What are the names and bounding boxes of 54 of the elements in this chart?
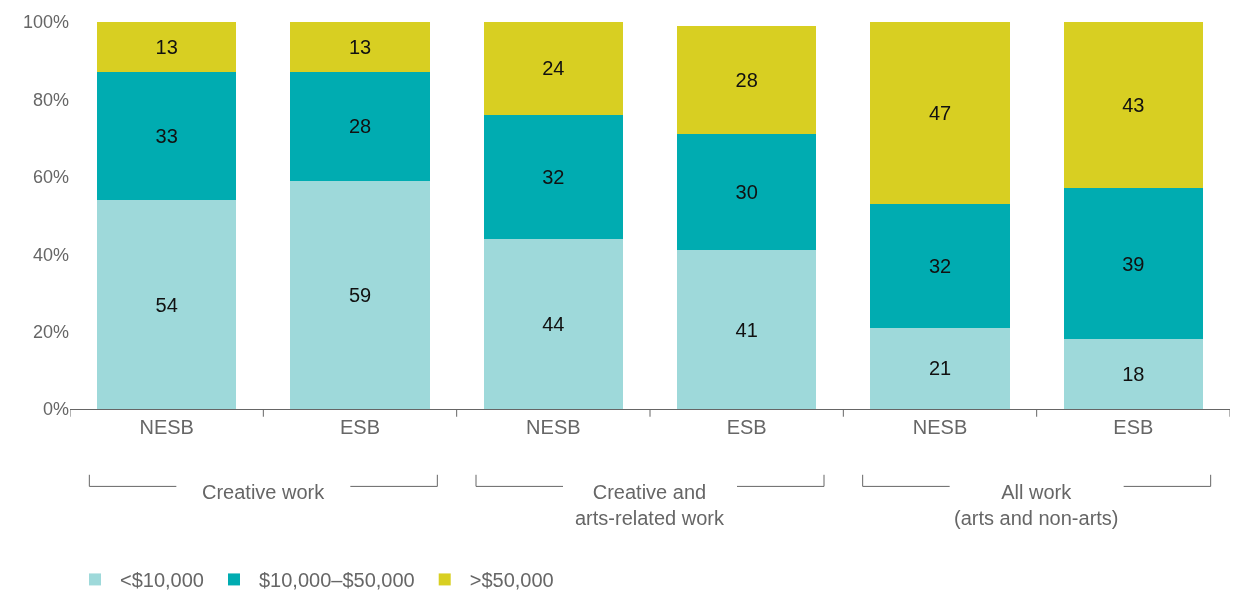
data-label: 59: [348, 283, 372, 306]
x-tick-label: ESB: [339, 416, 381, 438]
data-label: 47: [928, 101, 952, 124]
data-label: 28: [348, 115, 372, 138]
data-label: 28: [735, 69, 758, 92]
x-tick-label: NESB: [526, 416, 581, 438]
bar: [290, 72, 430, 181]
bar: [870, 22, 1010, 204]
bar: [870, 327, 1010, 409]
bar: [483, 22, 623, 115]
bar: [1063, 339, 1203, 409]
y-tick-label: 80%: [32, 89, 69, 110]
text: Creative work: [202, 481, 326, 503]
bar: [290, 180, 430, 409]
bar: [677, 250, 817, 409]
bar: [290, 22, 430, 73]
x-tick-label: NESB: [912, 416, 968, 438]
data-label: 13: [155, 36, 178, 59]
y-tick-label: 20%: [32, 321, 69, 342]
x-tick-label: ESB: [726, 416, 767, 438]
data-label: 39: [1122, 252, 1145, 275]
data-label: 44: [542, 312, 565, 335]
legend-label: >$50,000: [469, 569, 554, 592]
bar: [1063, 22, 1203, 189]
x-tick-label: NESB: [139, 416, 194, 438]
text: All work (arts and non-arts): [954, 481, 1119, 529]
data-label: 33: [155, 125, 178, 148]
data-label: 54: [155, 293, 178, 316]
y-tick-label: 100%: [22, 12, 69, 33]
data-label: 18: [1122, 363, 1145, 386]
bar: [1063, 188, 1203, 340]
bar: [97, 22, 237, 73]
y-tick-label: 0%: [42, 399, 69, 420]
legend-label: <$10,000: [120, 569, 204, 592]
bar: [97, 72, 237, 201]
data-label: 32: [928, 254, 952, 277]
y-tick-label: 40%: [32, 244, 69, 265]
data-label: 32: [542, 165, 565, 188]
data-label: 24: [542, 57, 565, 80]
data-label: 43: [1122, 94, 1145, 117]
bar: [483, 114, 623, 239]
text: Creative and arts-related work: [575, 481, 725, 529]
legend-label: $10,000–$50,000: [258, 569, 415, 592]
data-label: 30: [735, 181, 758, 204]
bar: [677, 25, 817, 135]
bar: [483, 238, 623, 409]
data-label: 21: [928, 357, 952, 380]
data-label: 41: [735, 318, 758, 341]
bar: [97, 200, 237, 409]
bar: [870, 203, 1010, 328]
y-tick-label: 60%: [32, 167, 69, 188]
x-tick-label: ESB: [1113, 416, 1154, 438]
data-label: 13: [348, 36, 372, 59]
bar: [677, 134, 817, 251]
